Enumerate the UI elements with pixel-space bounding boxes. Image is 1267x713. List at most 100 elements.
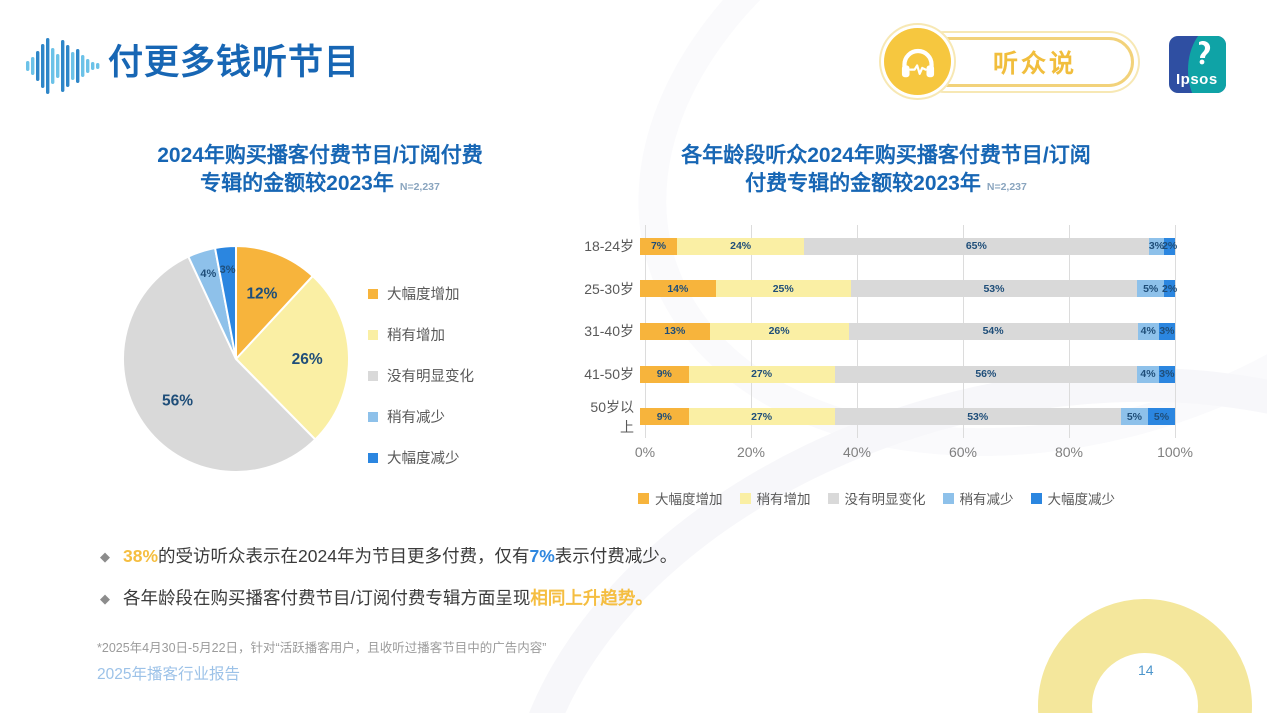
ring-decoration bbox=[1038, 599, 1252, 713]
bar-legend: 大幅度增加 稍有增加 没有明显变化 稍有减少 大幅度减少 bbox=[578, 488, 1175, 508]
legend-label: 稍有减少 bbox=[387, 410, 445, 426]
x-tick-label: 100% bbox=[1157, 443, 1193, 460]
insight-text: 各年龄段在购买播客付费节目/订阅付费专辑方面呈现相同上升趋势。 bbox=[123, 588, 653, 608]
bar-segment: 24% bbox=[677, 237, 805, 255]
legend-swatch bbox=[368, 452, 378, 463]
headphone-icon bbox=[901, 48, 934, 77]
bar-segment: 56% bbox=[834, 365, 1138, 383]
bar-segment: 27% bbox=[688, 408, 835, 426]
bar-category-label: 31-40岁 bbox=[584, 323, 634, 340]
pie-chart: 12% 26% 56% 4% 3% bbox=[122, 244, 350, 473]
bar-segment-label: 3% bbox=[1159, 325, 1175, 338]
bar-row: 25-30岁 14% 25% 53% 5% 2% bbox=[578, 268, 1178, 311]
bar-track: 13% 26% 54% 4% 3% bbox=[640, 322, 1175, 340]
bar-track: 9% 27% 56% 4% 3% bbox=[640, 365, 1175, 383]
legend-swatch bbox=[368, 288, 378, 299]
pie-slice-label: 26% bbox=[292, 351, 323, 368]
x-tick-label: 40% bbox=[842, 443, 872, 460]
bar-segment: 9% bbox=[640, 408, 689, 426]
bar-track: 9% 27% 53% 5% 5% bbox=[640, 408, 1175, 426]
insight-text: 38%的受访听众表示在2024年为节目更多付费，仅有7%表示付费减少。 bbox=[123, 546, 678, 566]
insights: ◆ 38%的受访听众表示在2024年为节目更多付费，仅有7%表示付费减少。 ◆ … bbox=[100, 543, 1000, 627]
bar-segment-label: 5% bbox=[1126, 410, 1143, 423]
bar-segment-label: 7% bbox=[650, 240, 667, 253]
bar-segment-label: 54% bbox=[982, 325, 1004, 338]
bar-sample-size: N=2,237 bbox=[986, 181, 1027, 194]
bar-segment-label: 14% bbox=[667, 282, 689, 295]
badge-pill: 听众说 bbox=[920, 37, 1134, 87]
highlight-38pct: 38% bbox=[123, 546, 159, 566]
legend-item: 大幅度减少 bbox=[1030, 488, 1116, 508]
legend-item: 大幅度减少 bbox=[368, 447, 474, 468]
bar-row: 41-50岁 9% 27% 56% 4% 3% bbox=[578, 353, 1175, 396]
bar-rows: 18-24岁 7% 24% 65% 3% 2% 25-30岁 14% 25% 53% 5% 2% 31-… bbox=[578, 225, 1178, 438]
legend-swatch bbox=[1030, 492, 1042, 504]
footnote: *2025年4月30日-5月22日，针对“活跃播客用户，且收听过播客节目中的广告… bbox=[97, 641, 547, 655]
pie-slice-label: 12% bbox=[246, 286, 277, 303]
legend-label: 稍有减少 bbox=[959, 492, 1014, 507]
insight-bullet-1: ◆ 38%的受访听众表示在2024年为节目更多付费，仅有7%表示付费减少。 bbox=[100, 543, 1000, 568]
bar-segment: 4% bbox=[1137, 322, 1159, 340]
ipsos-label: Ipsos bbox=[1176, 71, 1218, 88]
legend-swatch bbox=[638, 492, 649, 504]
legend-item: 没有明显变化 bbox=[827, 488, 926, 508]
pie-slice bbox=[234, 274, 350, 441]
highlight-trend: 相同上升趋势。 bbox=[530, 588, 653, 608]
insight-bullet-2: ◆ 各年龄段在购买播客付费节目/订阅付费专辑方面呈现相同上升趋势。 bbox=[100, 585, 1000, 610]
pie-slice bbox=[213, 244, 237, 360]
bar-segment-label: 4% bbox=[1140, 368, 1156, 381]
bar-segment: 4% bbox=[1137, 365, 1159, 383]
bar-segment: 5% bbox=[1120, 408, 1148, 426]
bar-segment-label: 53% bbox=[983, 282, 1005, 295]
bar-chart-title: 各年龄段听众2024年购买播客付费节目/订阅 付费专辑的金额较2023年 N=2,… bbox=[681, 144, 1091, 196]
badge-label: 听众说 bbox=[992, 50, 1077, 78]
page-number: 14 bbox=[1138, 662, 1154, 678]
pie-slice-label: 56% bbox=[162, 393, 193, 410]
bar-category-label: 50岁以上 bbox=[590, 398, 634, 435]
bar-segment: 2% bbox=[1161, 280, 1178, 298]
bar-track: 14% 25% 53% 5% 2% bbox=[640, 280, 1178, 298]
bar-segment-label: 3% bbox=[1159, 368, 1175, 381]
legend-label: 大幅度减少 bbox=[1047, 492, 1116, 507]
bar-segment-label: 25% bbox=[772, 282, 794, 295]
bar-segment-label: 4% bbox=[1140, 325, 1156, 338]
bar-segment: 65% bbox=[804, 237, 1149, 255]
diamond-bullet-icon: ◆ bbox=[100, 591, 110, 606]
bar-segment: 25% bbox=[715, 280, 851, 298]
legend-item: 没有明显变化 bbox=[368, 365, 474, 386]
ipsos-face-icon bbox=[1199, 40, 1211, 65]
legend-item: 稍有增加 bbox=[368, 324, 474, 345]
report-title: 2025年播客行业报告 bbox=[97, 666, 240, 683]
legend-swatch bbox=[368, 411, 378, 422]
pie-chart-title: 2024年购买播客付费节目/订阅付费 专辑的金额较2023年 N=2,237 bbox=[157, 144, 483, 196]
bar-segment-label: 26% bbox=[768, 325, 790, 338]
bar-segment-label: 53% bbox=[967, 410, 989, 423]
bar-segment: 3% bbox=[1158, 322, 1175, 340]
bar-segment: 27% bbox=[688, 365, 835, 383]
pie-slice-label: 3% bbox=[220, 264, 236, 276]
badge-circle bbox=[884, 28, 951, 95]
bar-segment: 2% bbox=[1162, 237, 1177, 255]
bar-segment-label: 56% bbox=[975, 368, 997, 381]
legend-swatch bbox=[942, 492, 954, 504]
legend-swatch bbox=[827, 492, 839, 504]
diamond-bullet-icon: ◆ bbox=[100, 549, 110, 564]
bar-segment-label: 5% bbox=[1153, 410, 1170, 423]
bar-segment: 14% bbox=[640, 280, 716, 298]
bar-segment: 26% bbox=[709, 322, 849, 340]
bar-segment: 5% bbox=[1147, 408, 1175, 426]
bar-segment-label: 9% bbox=[656, 368, 672, 381]
gridline bbox=[1175, 225, 1176, 438]
bar-row: 50岁以上 9% 27% 53% 5% 5% bbox=[578, 395, 1175, 438]
bar-segment-label: 2% bbox=[1161, 282, 1178, 295]
bar-segment: 9% bbox=[640, 365, 689, 383]
bar-segment-label: 65% bbox=[965, 240, 987, 253]
x-axis: 0% 20% 40% 60% 80% 100% bbox=[635, 443, 1193, 466]
highlight-7pct: 7% bbox=[529, 546, 555, 566]
bar-row: 31-40岁 13% 26% 54% 4% 3% bbox=[578, 310, 1175, 353]
legend-item: 大幅度增加 bbox=[638, 488, 723, 508]
bar-segment: 5% bbox=[1137, 280, 1165, 298]
legend-item: 稍有减少 bbox=[942, 488, 1014, 508]
x-tick-label: 0% bbox=[634, 443, 656, 460]
